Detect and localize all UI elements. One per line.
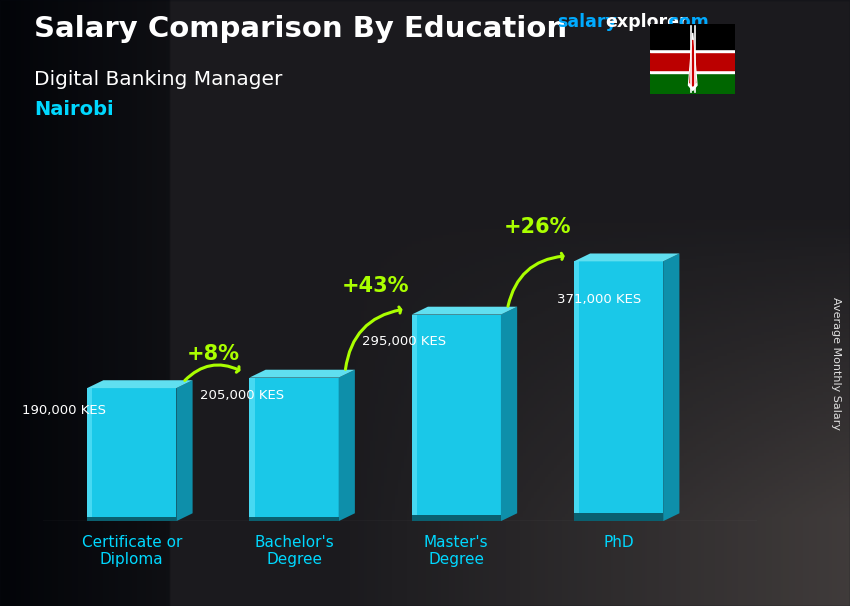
Polygon shape bbox=[688, 33, 697, 90]
Text: explorer: explorer bbox=[605, 13, 688, 32]
Bar bbox=[411, 515, 501, 521]
Polygon shape bbox=[249, 370, 355, 378]
Bar bbox=[411, 315, 417, 521]
Bar bbox=[650, 48, 735, 52]
Bar bbox=[87, 517, 177, 521]
Polygon shape bbox=[338, 370, 355, 521]
Polygon shape bbox=[690, 40, 695, 86]
Bar bbox=[574, 513, 663, 521]
Bar bbox=[87, 388, 93, 521]
Polygon shape bbox=[411, 307, 517, 315]
Text: Average Monthly Salary: Average Monthly Salary bbox=[830, 297, 841, 430]
Text: +8%: +8% bbox=[186, 344, 240, 364]
Polygon shape bbox=[574, 253, 679, 261]
Bar bbox=[650, 73, 735, 94]
Polygon shape bbox=[501, 307, 517, 521]
Bar bbox=[650, 52, 735, 70]
Text: Digital Banking Manager: Digital Banking Manager bbox=[34, 70, 282, 88]
Bar bbox=[574, 261, 663, 521]
Bar bbox=[87, 388, 177, 521]
Text: 205,000 KES: 205,000 KES bbox=[200, 389, 284, 402]
Text: Salary Comparison By Education: Salary Comparison By Education bbox=[34, 15, 567, 43]
Bar bbox=[650, 70, 735, 73]
Text: 190,000 KES: 190,000 KES bbox=[21, 404, 105, 417]
Text: .com: .com bbox=[662, 13, 709, 32]
Polygon shape bbox=[177, 380, 193, 521]
Polygon shape bbox=[87, 380, 193, 388]
Text: 295,000 KES: 295,000 KES bbox=[362, 335, 446, 348]
Text: 371,000 KES: 371,000 KES bbox=[557, 293, 641, 305]
Bar bbox=[411, 315, 501, 521]
Bar bbox=[574, 261, 580, 521]
Bar bbox=[249, 378, 255, 521]
Text: +26%: +26% bbox=[504, 218, 571, 238]
Text: +43%: +43% bbox=[342, 276, 409, 296]
Text: salary: salary bbox=[557, 13, 616, 32]
Bar bbox=[650, 24, 735, 48]
Bar bbox=[249, 517, 338, 521]
Text: Nairobi: Nairobi bbox=[34, 100, 114, 119]
Bar bbox=[249, 378, 338, 521]
Polygon shape bbox=[663, 253, 679, 521]
